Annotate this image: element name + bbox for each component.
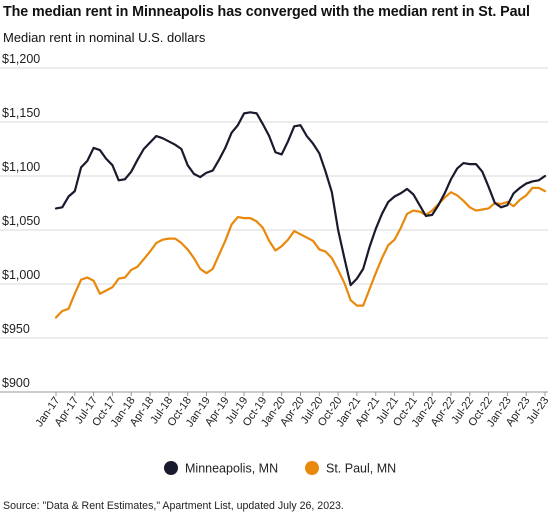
legend-marker-st-paul: [305, 461, 319, 475]
legend-label-st-paul: St. Paul, MN: [326, 462, 396, 476]
y-tick-label: $1,150: [2, 106, 40, 120]
source-note: Source: "Data & Rent Estimates," Apartme…: [3, 500, 344, 512]
legend-label-minneapolis: Minneapolis, MN: [185, 462, 278, 476]
series-line-st-paul-mn: [54, 186, 547, 319]
y-tick-label: $900: [2, 376, 30, 390]
legend: Minneapolis, MN St. Paul, MN: [164, 461, 396, 476]
y-tick-label: $1,000: [2, 268, 40, 282]
legend-item-st-paul: St. Paul, MN: [305, 461, 396, 476]
legend-marker-minneapolis: [164, 461, 178, 475]
legend-item-minneapolis: Minneapolis, MN: [164, 461, 278, 476]
y-tick-label: $1,050: [2, 214, 40, 228]
series-line-minneapolis-mn: [54, 111, 547, 287]
y-tick-label: $1,200: [2, 52, 40, 66]
y-tick-label: $1,100: [2, 160, 40, 174]
y-tick-label: $950: [2, 322, 30, 336]
chart-subtitle: Median rent in nominal U.S. dollars: [3, 30, 206, 45]
chart-title: The median rent in Minneapolis has conve…: [3, 4, 530, 20]
